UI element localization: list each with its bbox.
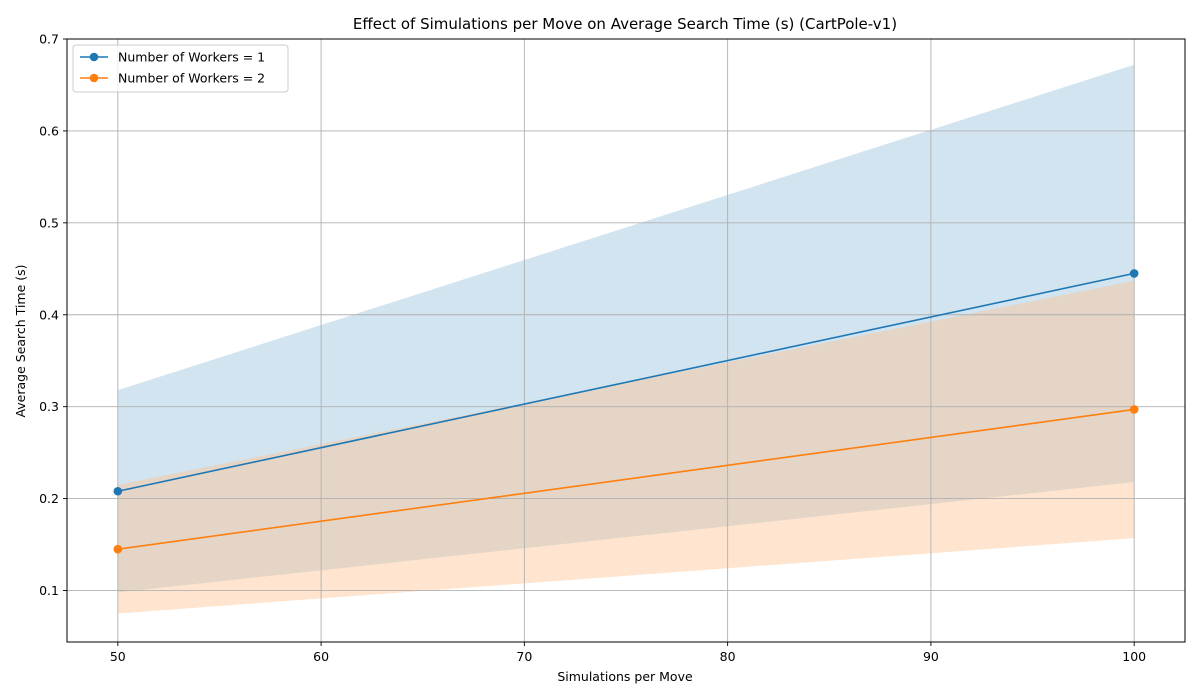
- x-tick-label: 50: [110, 649, 126, 664]
- x-axis-ticks: 50 60 70 80 90 100: [110, 642, 1146, 664]
- y-tick-label: 0.1: [39, 583, 59, 598]
- x-axis-label: Simulations per Move: [557, 669, 693, 684]
- data-point: [1129, 405, 1139, 414]
- y-axis-label: Average Search Time (s): [13, 264, 28, 417]
- y-tick-label: 0.2: [39, 491, 59, 506]
- legend-entry: Number of Workers = 2: [118, 71, 265, 86]
- x-tick-label: 100: [1122, 649, 1146, 664]
- confidence-band-2: [117, 280, 1135, 614]
- chart-title: Effect of Simulations per Move on Averag…: [353, 15, 897, 33]
- legend-box: [72, 44, 289, 93]
- legend: Number of Workers = 1 Number of Workers =…: [72, 44, 289, 93]
- data-point: [113, 486, 123, 496]
- series-line-1: [117, 272, 1135, 493]
- y-tick-label: 0.3: [39, 399, 59, 414]
- x-tick-label: 60: [313, 649, 329, 664]
- y-tick-label: 0.4: [39, 307, 59, 322]
- confidence-bands: [117, 64, 1135, 614]
- plot-frame: [66, 38, 1186, 643]
- confidence-band-1: [117, 64, 1135, 593]
- series-line-2: [117, 408, 1135, 550]
- y-tick-label: 0.6: [39, 123, 59, 138]
- x-tick-label: 70: [516, 649, 532, 664]
- series-lines: [113, 269, 1139, 554]
- legend-marker: [89, 52, 99, 62]
- x-tick-label: 80: [720, 649, 736, 664]
- x-tick-label: 90: [923, 649, 939, 664]
- grid-lines: [67, 38, 1185, 642]
- data-point: [1129, 269, 1139, 278]
- legend-marker: [89, 73, 99, 83]
- y-tick-label: 0.5: [39, 215, 59, 230]
- legend-entry: Number of Workers = 1: [118, 50, 265, 65]
- data-point: [113, 544, 123, 554]
- y-tick-label: 0.7: [39, 32, 59, 47]
- y-axis-ticks: 0.1 0.2 0.3 0.4 0.5 0.6 0.7: [39, 32, 67, 598]
